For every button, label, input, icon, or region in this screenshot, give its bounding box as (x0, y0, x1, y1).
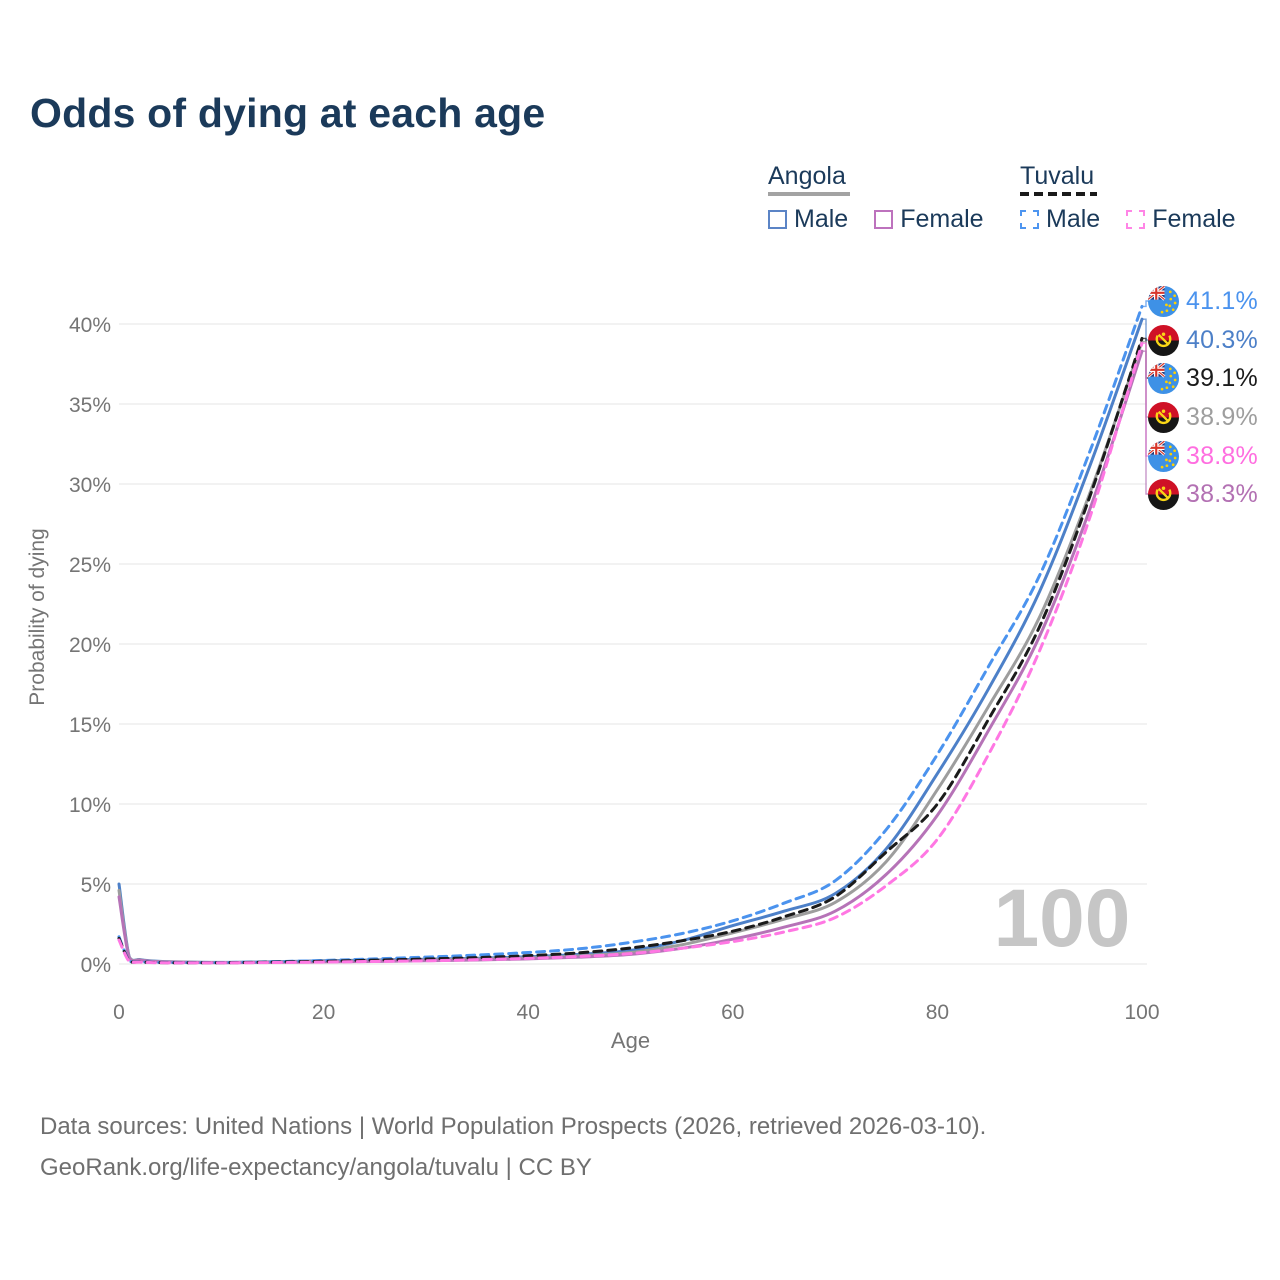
series-line-tuvalu-total[interactable] (117, 336, 1144, 965)
legend-swatch-icon (874, 210, 894, 229)
y-tick-label: 20% (69, 634, 111, 657)
y-tick-label: 25% (69, 554, 111, 577)
watermark-age-100: 100 (994, 873, 1131, 964)
end-label-connector (1142, 300, 1151, 308)
legend-underline-dashed (1020, 192, 1097, 196)
legend-swatch-icon (1020, 210, 1039, 229)
x-tick-label: 20 (312, 1001, 335, 1024)
footer-source-link: GeoRank.org/life-expectancy/angola/tuval… (40, 1154, 592, 1181)
legend-group-angola: Angola Male Female (768, 163, 984, 234)
y-tick-label: 15% (69, 714, 111, 737)
y-tick-label: 35% (69, 394, 111, 417)
legend-swatch-icon (1126, 210, 1146, 229)
y-tick-label: 40% (69, 314, 111, 337)
x-axis-title: Age (611, 1028, 650, 1053)
legend-country-tuvalu[interactable]: Tuvalu (1020, 162, 1095, 190)
legend-item-label: Female (1152, 205, 1236, 233)
y-axis-title: Probability of dying (26, 528, 49, 705)
legend-group-tuvalu: Tuvalu Male Female (1020, 163, 1236, 234)
series-line-angola-female[interactable] (117, 349, 1144, 965)
legend-underline-solid (768, 192, 850, 196)
series-line-tuvalu-male[interactable] (117, 304, 1144, 965)
y-tick-label: 30% (69, 474, 111, 497)
footer: Data sources: United Nations | World Pop… (40, 1106, 986, 1188)
y-tick-label: 5% (81, 874, 111, 897)
legend-item-tuvalu-female[interactable]: Female (1126, 205, 1236, 234)
end-label-connector (1142, 318, 1151, 341)
series-line-angola-total[interactable] (117, 340, 1144, 965)
chart-legend: Angola Male Female Tuvalu Male Female (0, 163, 1280, 243)
y-tick-label: 0% (81, 954, 111, 977)
legend-item-tuvalu-male[interactable]: Male (1020, 205, 1100, 234)
end-label-connector (1142, 350, 1151, 495)
y-tick-label: 10% (69, 794, 111, 817)
series-line-angola-male[interactable] (117, 317, 1144, 964)
legend-swatch-icon (768, 210, 787, 229)
legend-item-angola-male[interactable]: Male (768, 205, 848, 234)
legend-country-angola[interactable]: Angola (768, 162, 846, 190)
legend-item-angola-female[interactable]: Female (874, 205, 984, 234)
legend-item-label: Male (794, 205, 849, 233)
series-line-tuvalu-female[interactable] (117, 341, 1144, 965)
x-tick-label: 40 (517, 1001, 540, 1024)
legend-item-label: Male (1046, 205, 1101, 233)
page-title: Odds of dying at each age (30, 90, 546, 136)
footer-data-sources: Data sources: United Nations | World Pop… (40, 1113, 987, 1140)
x-tick-label: 0 (113, 1001, 125, 1024)
legend-item-label: Female (900, 205, 984, 233)
x-tick-label: 80 (926, 1001, 949, 1024)
x-tick-label: 60 (721, 1001, 744, 1024)
x-tick-label: 100 (1124, 1001, 1159, 1024)
